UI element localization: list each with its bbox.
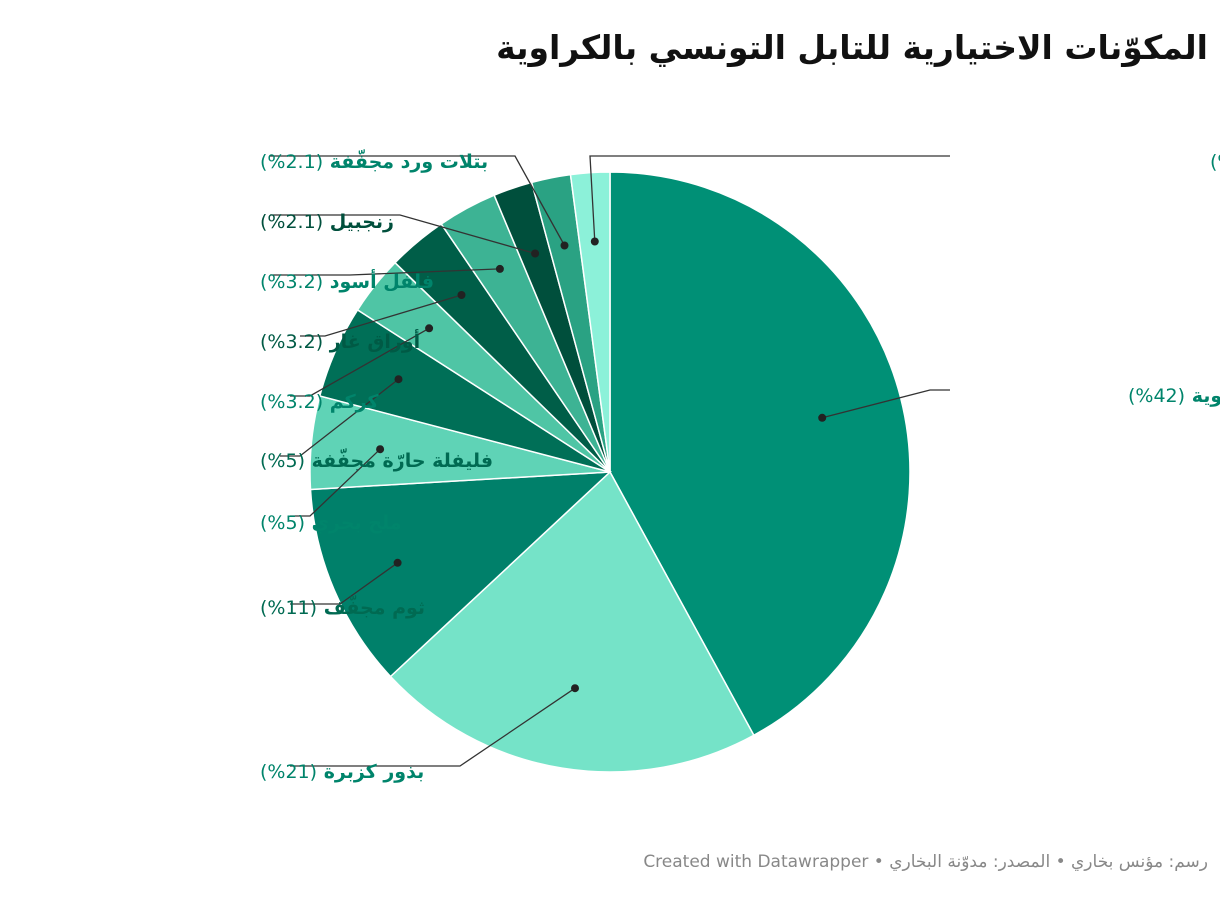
leader-line	[270, 155, 566, 246]
leader-dot	[457, 291, 466, 299]
slice-label: بذور كراوية (42%)	[1128, 385, 1220, 407]
slice-label: أوراق غار (3.2%)	[260, 329, 420, 353]
slice-label-name: ملح بحري	[305, 512, 402, 535]
slice-label-name: فلفل أسود	[323, 269, 434, 293]
slice-label: ملح بحري (5%)	[260, 512, 402, 535]
slice-label-percent: (2.1%)	[1210, 151, 1220, 173]
pie-slice	[569, 171, 611, 473]
leader-line	[270, 214, 536, 255]
slice-label: ثوم مجفّف (11%)	[260, 596, 425, 619]
slice-label-percent: (11%)	[260, 597, 317, 619]
pie-slice	[309, 471, 613, 678]
leader-dot	[560, 241, 569, 250]
leader-dot	[393, 558, 402, 567]
slice-label: كركم (3.2%)	[260, 391, 379, 413]
slice-label-name: فليفلة حارّة مجفّفة	[305, 449, 493, 472]
slice-label: فلفل أسود (3.2%)	[260, 269, 434, 293]
leader-dot	[376, 445, 385, 454]
pie-slices	[309, 171, 911, 773]
leader-line	[290, 562, 398, 605]
slice-label: زنجبيل (2.1%)	[260, 211, 394, 233]
slice-label-name: كركم	[323, 391, 379, 413]
slice-label-percent: (5%)	[260, 512, 305, 534]
leader-dot	[394, 375, 403, 384]
slice-label: بذور كزبرة (21%)	[260, 761, 424, 783]
slice-label: كمّون (2.1%)	[1210, 151, 1220, 173]
slice-label-name: بذور كزبرة	[317, 761, 424, 783]
leader-line	[290, 687, 576, 767]
leader-dot	[425, 324, 434, 333]
slice-label-name: بذور كراوية	[1185, 385, 1220, 407]
slice-label-name: بتلات ورد مجفّفة	[323, 150, 488, 173]
leader-dot	[818, 413, 827, 422]
leader-line	[280, 378, 399, 457]
leader-line	[300, 294, 462, 337]
slice-label-percent: (3.2%)	[260, 331, 323, 353]
slice-label-percent: (2.1%)	[260, 211, 323, 233]
chart-title: المكوّنات الاختيارية للتابل التونسي بالك…	[496, 28, 1208, 67]
slice-labels: بذور كراوية (42%) بذور كزبرة (21%) ثوم مجف…	[260, 150, 1220, 783]
slice-label: بتلات ورد مجفّفة (2.1%)	[260, 150, 488, 173]
slice-label-percent: (3.2%)	[260, 271, 323, 293]
slice-label-percent: (21%)	[260, 761, 317, 783]
leader-dot	[495, 264, 504, 273]
pie-slice	[389, 470, 755, 773]
slice-label-name: أوراق غار	[323, 329, 420, 353]
slice-label-name: زنجبيل	[323, 211, 394, 233]
slice-label-percent: (42%)	[1128, 385, 1185, 407]
footer-credit: رسم: مؤنس بخاري • المصدر: مدوّنة البخاري…	[643, 852, 1208, 872]
leader-dot	[531, 249, 540, 258]
leader-line	[270, 268, 500, 276]
leader-line	[589, 155, 950, 242]
slice-label-percent: (3.2%)	[260, 391, 323, 413]
leader-dot	[590, 237, 599, 246]
leader-line	[822, 389, 950, 419]
leader-line	[290, 327, 430, 397]
slice-label-percent: (5%)	[260, 450, 305, 472]
slice-label-name: ثوم مجفّف	[317, 596, 425, 619]
leader-dot	[571, 684, 579, 693]
slice-label-percent: (2.1%)	[260, 151, 323, 173]
leader-line	[290, 448, 381, 517]
slice-label: فليفلة حارّة مجفّفة (5%)	[260, 449, 493, 472]
leader-lines	[270, 155, 950, 767]
